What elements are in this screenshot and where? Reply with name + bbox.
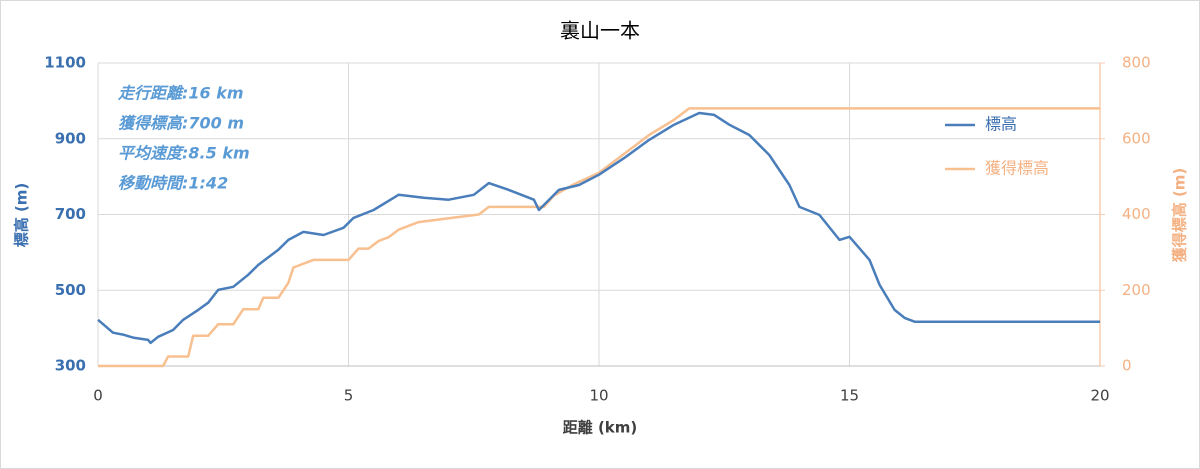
y-axis-label: 標高 (m)	[13, 183, 31, 248]
y-tick-label: 500	[55, 281, 86, 299]
x-tick-label: 20	[1090, 387, 1109, 405]
annotation: 走行距離:16 km	[117, 84, 244, 103]
legend-label: 獲得標高	[985, 159, 1049, 178]
annotation: 獲得標高:700 m	[118, 114, 244, 133]
y2-tick-label: 0	[1122, 357, 1132, 375]
y-tick-label: 300	[55, 357, 86, 375]
y2-tick-label: 200	[1122, 281, 1151, 299]
x-tick-label: 5	[344, 387, 354, 405]
y2-tick-label: 600	[1122, 129, 1151, 147]
y-tick-label: 1100	[44, 54, 86, 72]
annotation: 移動時間:1:42	[118, 174, 228, 193]
annotation: 平均速度:8.5 km	[118, 144, 250, 163]
chart-title: 裏山一本	[560, 19, 640, 43]
series-line	[98, 107, 1100, 368]
y-tick-label: 900	[55, 129, 86, 147]
y-tick-label: 700	[55, 205, 86, 223]
legend-label: 標高	[985, 115, 1017, 134]
y2-tick-label: 800	[1122, 54, 1151, 72]
y2-tick-label: 400	[1122, 205, 1151, 223]
series-line	[97, 111, 1100, 345]
x-tick-label: 10	[589, 387, 608, 405]
x-tick-label: 0	[93, 387, 103, 405]
x-tick-label: 15	[840, 387, 859, 405]
y2-axis-label: 獲得標高 (m)	[1171, 168, 1189, 263]
x-axis-label: 距離 (km)	[563, 419, 638, 437]
